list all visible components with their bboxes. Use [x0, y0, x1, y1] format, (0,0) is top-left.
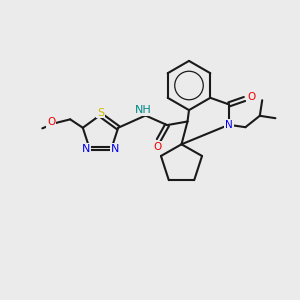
Text: O: O	[47, 117, 56, 127]
Text: N: N	[82, 143, 90, 154]
Text: O: O	[247, 92, 255, 102]
Text: O: O	[153, 142, 161, 152]
Text: N: N	[225, 120, 233, 130]
Text: N: N	[111, 143, 119, 154]
Text: NH: NH	[135, 105, 152, 115]
Text: S: S	[97, 107, 104, 118]
